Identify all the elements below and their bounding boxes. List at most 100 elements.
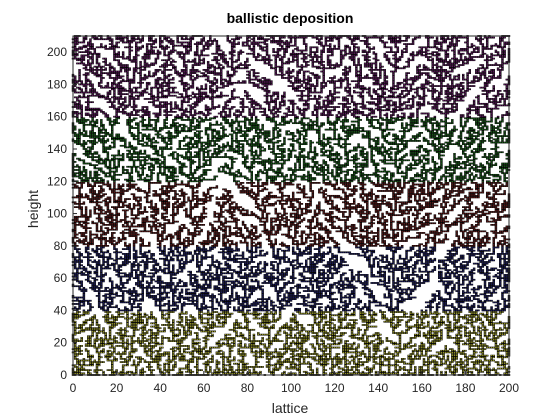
deposit-particle [183, 305, 185, 306]
deposit-particle [301, 353, 303, 354]
deposit-particle [140, 313, 142, 314]
deposit-particle [375, 282, 377, 283]
deposit-particle [325, 315, 327, 316]
deposit-particle [345, 340, 347, 341]
deposit-particle [362, 371, 364, 372]
deposit-particle [286, 344, 288, 345]
deposit-particle [89, 308, 91, 309]
deposit-particle [109, 355, 111, 356]
deposit-particle [369, 295, 371, 296]
deposit-particle [358, 339, 360, 340]
deposit-particle [170, 311, 172, 312]
deposit-particle [301, 340, 303, 341]
deposit-particle [403, 313, 405, 314]
deposit-particle [212, 328, 214, 329]
deposit-particle [179, 316, 181, 317]
deposit-particle [375, 357, 377, 358]
deposit-particle [410, 289, 412, 290]
deposit-particle [349, 324, 351, 325]
deposit-particle [495, 337, 497, 338]
deposit-particle [355, 365, 357, 366]
deposit-particle [303, 358, 305, 359]
deposit-particle [397, 284, 399, 285]
deposit-particle [94, 318, 96, 319]
deposit-particle [366, 361, 368, 362]
deposit-particle [355, 320, 357, 321]
deposit-particle [157, 329, 159, 330]
deposit-particle [445, 360, 447, 361]
deposit-particle [268, 370, 270, 371]
deposit-particle [270, 373, 272, 374]
deposit-particle [242, 315, 244, 316]
deposit-particle [375, 349, 377, 350]
deposit-particle [96, 373, 98, 374]
deposit-particle [79, 368, 81, 369]
deposit-particle [366, 370, 368, 371]
deposit-particle [185, 352, 187, 353]
deposit-particle [323, 363, 325, 364]
deposit-particle [421, 353, 423, 354]
deposit-particle [360, 373, 362, 374]
deposit-particle [89, 345, 91, 346]
deposit-particle [146, 361, 148, 362]
deposit-particle [379, 358, 381, 359]
deposit-particle [183, 302, 185, 303]
deposit-particle [447, 313, 449, 314]
deposit-particle [299, 349, 301, 350]
deposit-particle [325, 337, 327, 338]
deposit-particle [131, 305, 133, 306]
deposit-particle [371, 295, 373, 296]
deposit-particle [294, 344, 296, 345]
deposit-particle [192, 339, 194, 340]
deposit-particle [268, 371, 270, 372]
deposit-particle [205, 331, 207, 332]
deposit-particle [329, 353, 331, 354]
deposit-particle [434, 368, 436, 369]
deposit-particle [246, 347, 248, 348]
deposit-particle [456, 328, 458, 329]
deposit-particle [366, 344, 368, 345]
deposit-particle [373, 311, 375, 312]
deposit-particle [111, 324, 113, 325]
deposit-particle [286, 361, 288, 362]
deposit-particle [493, 360, 495, 361]
deposit-particle [480, 360, 482, 361]
deposit-particle [467, 308, 469, 309]
deposit-particle [113, 321, 115, 322]
deposit-particle [142, 321, 144, 322]
deposit-particle [96, 340, 98, 341]
deposit-particle [262, 344, 264, 345]
deposit-particle [353, 360, 355, 361]
deposit-particle [113, 307, 115, 308]
deposit-particle [347, 363, 349, 364]
deposit-particle [397, 300, 399, 301]
deposit-particle [469, 334, 471, 335]
deposit-particle [369, 352, 371, 353]
deposit-particle [240, 355, 242, 356]
deposit-particle [484, 328, 486, 329]
deposit-particle [253, 371, 255, 372]
deposit-particle [98, 297, 100, 298]
deposit-particle [362, 363, 364, 364]
deposit-particle [266, 308, 268, 309]
deposit-particle [392, 287, 394, 288]
deposit-particle [129, 302, 131, 303]
deposit-particle [462, 316, 464, 317]
deposit-particle [397, 320, 399, 321]
deposit-particle [255, 313, 257, 314]
deposit-particle [491, 320, 493, 321]
deposit-particle [231, 329, 233, 330]
deposit-particle [480, 337, 482, 338]
deposit-particle [131, 321, 133, 322]
deposit-particle [390, 311, 392, 312]
deposit-particle [122, 361, 124, 362]
deposit-particle [484, 307, 486, 308]
deposit-particle [98, 358, 100, 359]
deposit-particle [397, 360, 399, 361]
deposit-particle [307, 310, 309, 311]
deposit-particle [279, 360, 281, 361]
deposit-particle [192, 340, 194, 341]
deposit-particle [127, 344, 129, 345]
deposit-particle [290, 366, 292, 367]
deposit-particle [347, 350, 349, 351]
